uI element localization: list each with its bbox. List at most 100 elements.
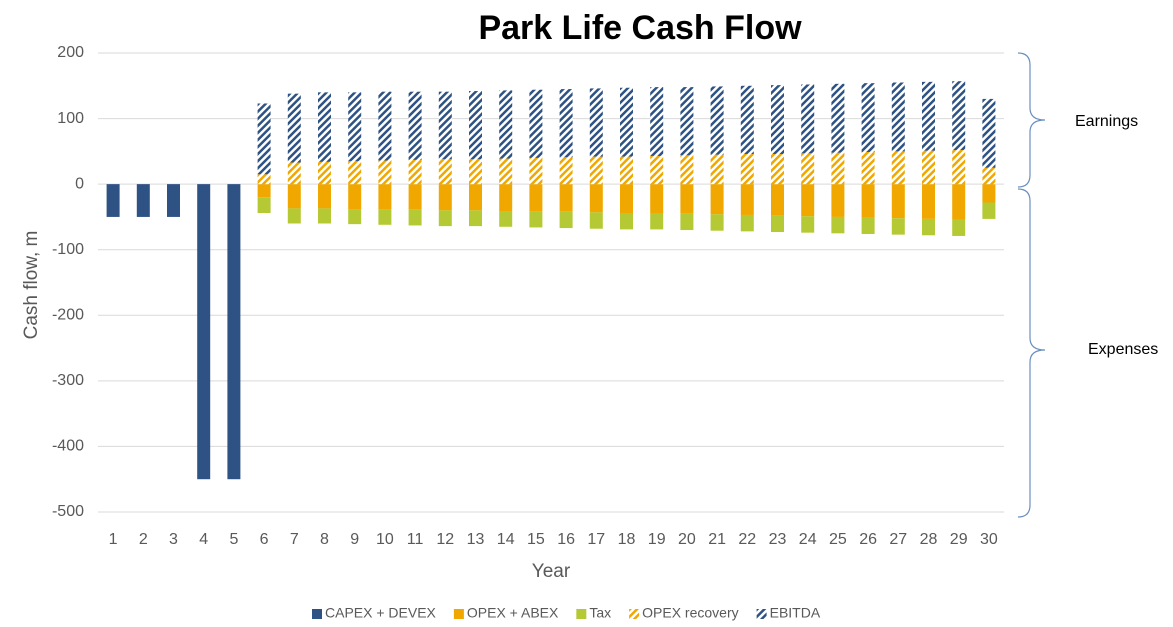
y-tick-label: -400 (52, 438, 84, 455)
bar-segment (559, 157, 573, 185)
bar-segment (287, 184, 301, 209)
x-tick-label: 30 (980, 531, 998, 548)
bar-segment (438, 210, 452, 227)
y-tick-label: 200 (57, 44, 84, 61)
bar-segment (378, 91, 392, 161)
bar-segment (771, 184, 784, 216)
bar-segment (378, 160, 392, 185)
bar-segment (318, 161, 331, 185)
y-tick-label: -200 (52, 307, 84, 324)
bar-segment (438, 159, 452, 185)
bar-segment (438, 184, 452, 211)
x-tick-label: 26 (859, 531, 877, 548)
bar-segment (378, 209, 392, 225)
y-tick-label: -100 (52, 241, 84, 258)
bar-segment (287, 208, 301, 224)
expenses-brace (1017, 188, 1046, 518)
y-tick-label: 0 (75, 175, 84, 192)
bar-segment (861, 217, 875, 234)
bar-segment (831, 184, 845, 217)
bar-segment (861, 83, 875, 153)
bar-segment (408, 184, 422, 210)
bar-segment (952, 150, 966, 185)
bar-segment (348, 209, 362, 225)
bar-segment (499, 211, 513, 227)
legend-swatch (629, 609, 640, 619)
bar-segment (952, 184, 966, 220)
bar-segment (771, 153, 784, 185)
bar-segment (559, 89, 573, 158)
x-tick-label: 13 (467, 531, 485, 548)
bar-segment (106, 184, 120, 217)
x-tick-label: 1 (109, 531, 118, 548)
x-tick-label: 23 (769, 531, 787, 548)
x-tick-label: 9 (350, 531, 359, 548)
bar-segment (499, 90, 513, 159)
x-tick-label: 24 (799, 531, 817, 548)
bar-segment (529, 211, 543, 228)
legend-label: EBITDA (770, 605, 821, 621)
bar-segment (861, 152, 875, 185)
bar-segment (559, 184, 573, 212)
x-tick-label: 14 (497, 531, 515, 548)
legend-label: Tax (589, 605, 611, 621)
x-tick-label: 22 (738, 531, 756, 548)
legend-swatch (453, 609, 464, 619)
bar-segment (620, 156, 633, 185)
bar-segment (982, 98, 996, 168)
bar-segment (710, 214, 724, 231)
bar-segment (650, 184, 664, 213)
legend-swatch (312, 609, 322, 619)
bar-segment (740, 85, 754, 154)
bar-segment (891, 218, 905, 235)
y-tick-label: 100 (57, 110, 84, 127)
bar-segment (680, 213, 694, 231)
x-tick-label: 18 (618, 531, 636, 548)
bar-segment (257, 184, 271, 198)
bar-segment (620, 87, 633, 157)
bar-segment (801, 153, 815, 185)
legend-label: OPEX recovery (642, 605, 738, 621)
bar-segment (378, 184, 392, 210)
bar-segment (620, 212, 633, 230)
legend-swatch (756, 609, 767, 619)
bar-segment (167, 184, 180, 217)
y-tick-label: -300 (52, 372, 84, 389)
bar-segment (801, 184, 815, 217)
bar-segment (801, 84, 815, 154)
bar-segment (952, 81, 966, 151)
x-tick-label: 29 (950, 531, 968, 548)
bar-segment (771, 85, 784, 154)
bar-segment (831, 83, 845, 153)
bar-segment (620, 184, 633, 213)
bar-segment (257, 103, 271, 175)
bar-segment (529, 89, 543, 158)
x-tick-label: 16 (557, 531, 575, 548)
legend-label: OPEX + ABEX (467, 605, 559, 621)
bar-segment (680, 184, 694, 214)
bar-segment (499, 158, 513, 185)
bar-segment (529, 184, 543, 212)
bar-segment (771, 215, 784, 233)
bar-segment (589, 88, 603, 157)
bar-segment (982, 202, 996, 219)
bar-segment (469, 184, 482, 211)
x-tick-label: 3 (169, 531, 178, 548)
bar-segment (136, 184, 150, 217)
bar-segment (650, 155, 664, 185)
bar-segment (740, 153, 754, 185)
x-tick-label: 10 (376, 531, 394, 548)
bar-segment (408, 159, 422, 185)
bar-segment (529, 157, 543, 185)
x-tick-label: 25 (829, 531, 847, 548)
bar-segment (680, 87, 694, 156)
y-tick-label: -500 (52, 503, 84, 520)
bar-segment (801, 216, 815, 233)
bar-segment (891, 82, 905, 152)
bar-segment (408, 91, 422, 160)
bar-segment (982, 167, 996, 185)
legend-swatch (576, 609, 587, 619)
bar-segment (650, 87, 664, 156)
bar-segment (348, 161, 362, 185)
annotation: Expenses (1088, 341, 1158, 358)
